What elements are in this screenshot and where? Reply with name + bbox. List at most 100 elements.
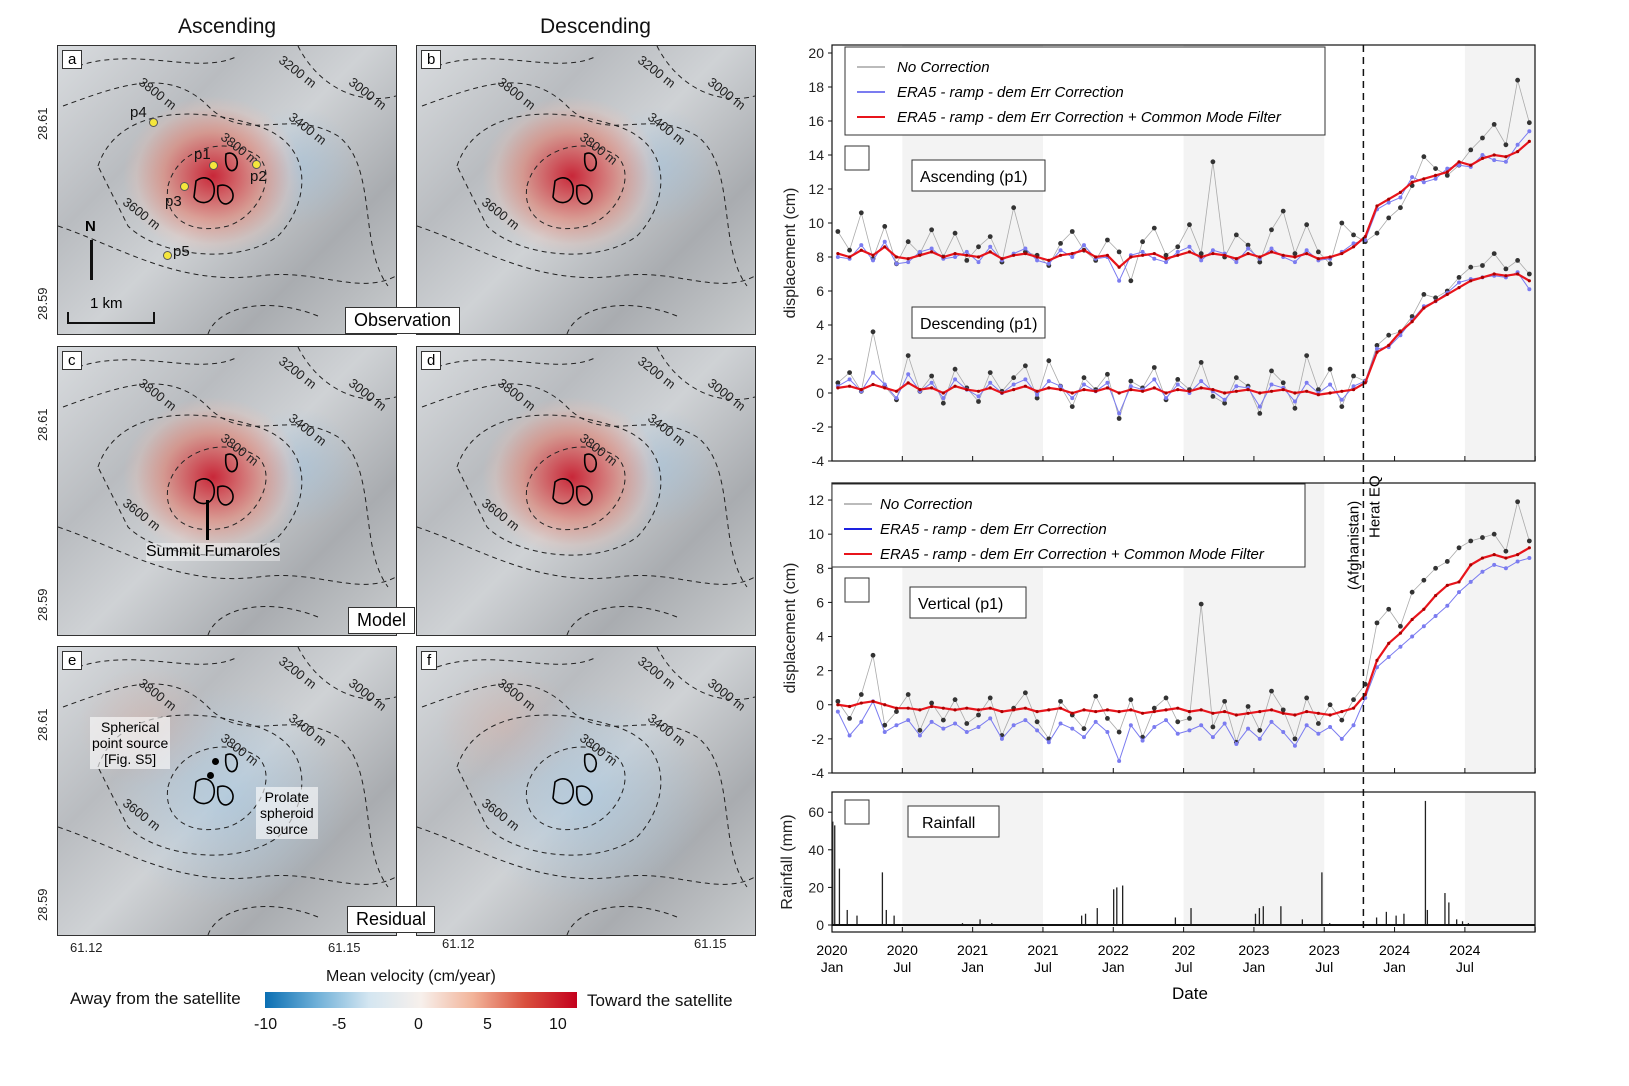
x-tick-label-year: 2020: [816, 942, 847, 958]
data-point-cmf: [1387, 641, 1391, 645]
elevation-contour: [77, 55, 239, 67]
annotation-line: source: [265, 821, 308, 837]
data-point-cmf: [1117, 265, 1121, 269]
data-point-cmf: [1023, 252, 1027, 256]
data-point-no-correction: [1081, 375, 1087, 381]
data-point-era5: [1351, 241, 1356, 246]
data-point-cmf: [1199, 255, 1203, 259]
data-point-era5: [1304, 248, 1309, 253]
series-label-box: [909, 586, 1027, 619]
data-point-no-correction: [952, 230, 958, 236]
data-point-no-correction: [1222, 698, 1228, 704]
data-point-cmf: [1258, 709, 1262, 714]
y-tick-label: 14: [808, 147, 824, 163]
data-point-cmf: [1410, 617, 1414, 622]
data-point-cmf: [965, 253, 969, 257]
data-point-cmf: [1527, 279, 1531, 283]
data-point-cmf: [1375, 350, 1379, 354]
data-point-no-correction: [987, 695, 993, 701]
data-point-era5: [917, 733, 922, 738]
data-point-era5: [835, 255, 840, 259]
annotation-line: point source: [92, 735, 169, 751]
y-tick-label: 0: [816, 917, 824, 933]
data-point-cmf: [883, 703, 887, 707]
data-point-cmf: [871, 382, 875, 387]
y-tick-label: 4: [816, 317, 824, 333]
data-point-no-correction: [1198, 360, 1204, 365]
point-label: p5: [173, 243, 190, 260]
data-point-era5: [1105, 380, 1110, 385]
data-point-cmf: [1000, 709, 1004, 714]
data-point-cmf: [859, 388, 863, 392]
annotation-line: Prolate: [264, 789, 310, 805]
data-point-no-correction: [1491, 122, 1497, 127]
elevation-contour: [421, 383, 748, 588]
data-point-cmf: [1340, 389, 1344, 393]
data-point-cmf: [871, 699, 875, 703]
elevation-contour: [97, 414, 303, 556]
data-point-no-correction: [1269, 227, 1274, 233]
data-point-era5: [894, 396, 899, 401]
data-point-no-correction: [1433, 565, 1438, 571]
data-point-no-correction: [1187, 716, 1192, 721]
data-point-cmf: [1094, 255, 1098, 259]
fumarole-outline: [552, 753, 598, 806]
event-label: (Afghanistan): [1345, 501, 1362, 590]
data-point-era5: [882, 730, 887, 735]
data-point-cmf: [1351, 245, 1356, 249]
data-point-cmf: [1281, 388, 1285, 392]
data-point-era5: [1023, 718, 1028, 723]
annotation-line: Spherical: [100, 719, 160, 735]
data-point-cmf: [941, 255, 945, 259]
data-point-era5: [1386, 200, 1391, 205]
data-point-no-correction: [1468, 147, 1474, 153]
panel-letter: d: [421, 351, 442, 370]
data-point-cmf: [883, 245, 887, 249]
data-point-cmf: [1023, 384, 1027, 388]
data-point-no-correction: [870, 329, 876, 335]
data-point-no-correction: [882, 722, 888, 728]
data-point-era5: [1046, 261, 1051, 266]
data-point-cmf: [1445, 583, 1449, 587]
data-point-era5: [1410, 175, 1415, 180]
elevation-contour: [436, 356, 598, 368]
data-point-no-correction: [1151, 225, 1157, 231]
y-tick-label: -2: [812, 731, 825, 747]
data-point-no-correction: [1386, 606, 1392, 612]
data-point-era5: [1328, 724, 1333, 729]
data-point-cmf: [1012, 253, 1016, 257]
data-point-no-correction: [1339, 220, 1345, 226]
data-point-no-correction: [1280, 707, 1286, 713]
data-point-cmf: [976, 389, 981, 393]
data-point-cmf: [1445, 292, 1449, 296]
data-point-era5: [1199, 723, 1204, 728]
data-point-era5: [1445, 603, 1450, 608]
data-point-no-correction: [1058, 241, 1063, 246]
data-point-no-correction: [1515, 499, 1521, 505]
data-point-cmf: [1246, 388, 1250, 392]
data-point-cmf: [1398, 631, 1403, 635]
contour-lines: [58, 647, 396, 935]
elevation-contour: [456, 414, 662, 556]
data-point-era5: [894, 723, 899, 728]
elevation-contour: [566, 606, 678, 635]
legend-entry: No Correction: [880, 496, 973, 513]
data-point-cmf: [1492, 553, 1496, 557]
y-tick-label: 2: [816, 663, 824, 679]
data-point-no-correction: [1398, 205, 1403, 211]
data-point-cmf: [1023, 706, 1027, 710]
data-point-cmf: [1199, 708, 1203, 712]
data-point-cmf: [1152, 709, 1156, 714]
colorbar-left-label: Away from the satellite: [70, 989, 241, 1008]
data-point-cmf: [906, 706, 910, 710]
panel-letter: a: [62, 50, 83, 69]
data-point-no-correction: [1491, 251, 1497, 256]
data-point-no-correction: [1491, 531, 1497, 537]
data-point-era5: [1023, 246, 1028, 251]
data-point-no-correction: [1351, 232, 1356, 238]
data-point-no-correction: [1151, 365, 1157, 370]
data-point-no-correction: [1480, 135, 1485, 141]
data-point-era5: [859, 243, 864, 248]
data-point-cmf: [1328, 713, 1332, 717]
data-point-era5: [1035, 392, 1040, 397]
